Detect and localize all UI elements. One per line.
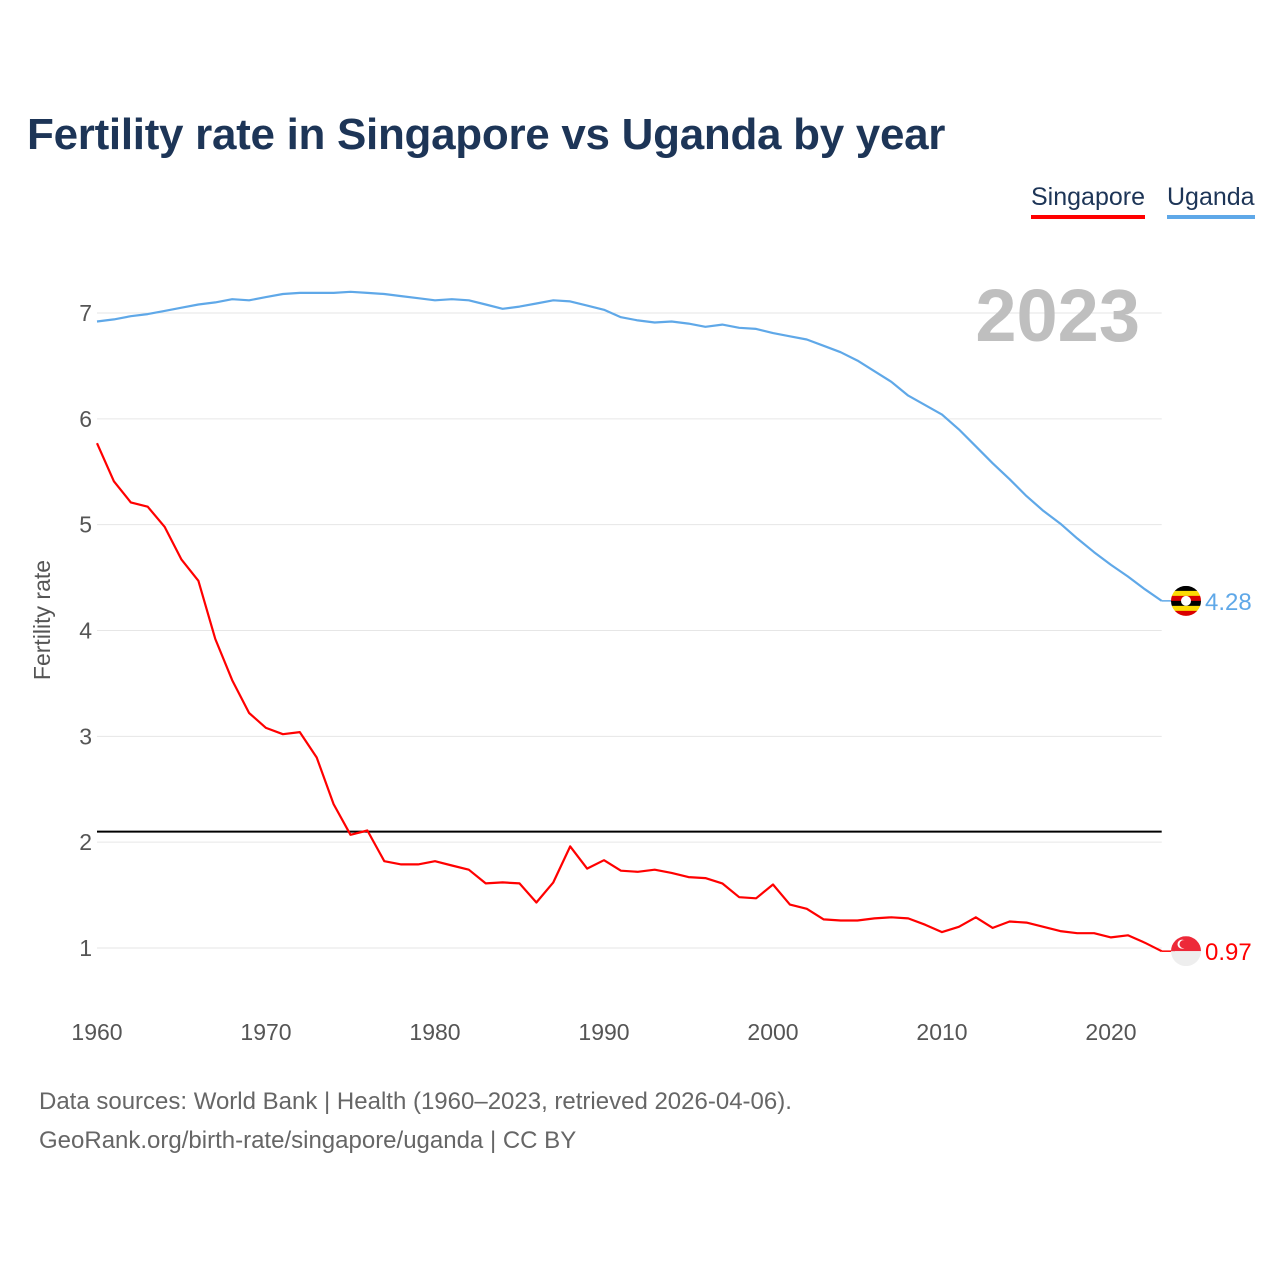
y-tick-label: 7 <box>79 300 92 326</box>
y-tick-label: 5 <box>79 512 92 538</box>
legend-item-singapore[interactable]: Singapore <box>1031 183 1145 219</box>
x-tick-label: 1970 <box>240 1019 291 1045</box>
y-tick-label: 2 <box>79 829 92 855</box>
y-axis-label: Fertility rate <box>29 560 55 680</box>
y-tick-label: 1 <box>79 935 92 961</box>
x-tick-label: 2000 <box>747 1019 798 1045</box>
series-line-singapore <box>95 442 1163 953</box>
x-tick-label: 2010 <box>916 1019 967 1045</box>
x-tick-label: 1980 <box>409 1019 460 1045</box>
chart-title: Fertility rate in Singapore vs Uganda by… <box>27 110 946 159</box>
x-tick-label: 1990 <box>578 1019 629 1045</box>
end-value-label-uganda: 4.28 <box>1205 589 1252 616</box>
y-tick-label: 4 <box>79 618 92 644</box>
x-tick-label: 1960 <box>71 1019 122 1045</box>
uganda-flag-icon <box>1171 585 1201 616</box>
y-tick-label: 3 <box>79 723 92 749</box>
footer-attribution: GeoRank.org/birth-rate/singapore/uganda … <box>39 1127 577 1154</box>
legend-item-uganda[interactable]: Uganda <box>1167 183 1255 219</box>
year-watermark: 2023 <box>975 274 1140 357</box>
singapore-flag-icon <box>1171 936 1201 967</box>
footer-source: Data sources: World Bank | Health (1960–… <box>39 1088 792 1115</box>
x-tick-label: 2020 <box>1085 1019 1136 1045</box>
series-line-uganda <box>96 290 1163 602</box>
y-tick-label: 6 <box>79 406 92 432</box>
end-value-label-singapore: 0.97 <box>1205 939 1252 966</box>
